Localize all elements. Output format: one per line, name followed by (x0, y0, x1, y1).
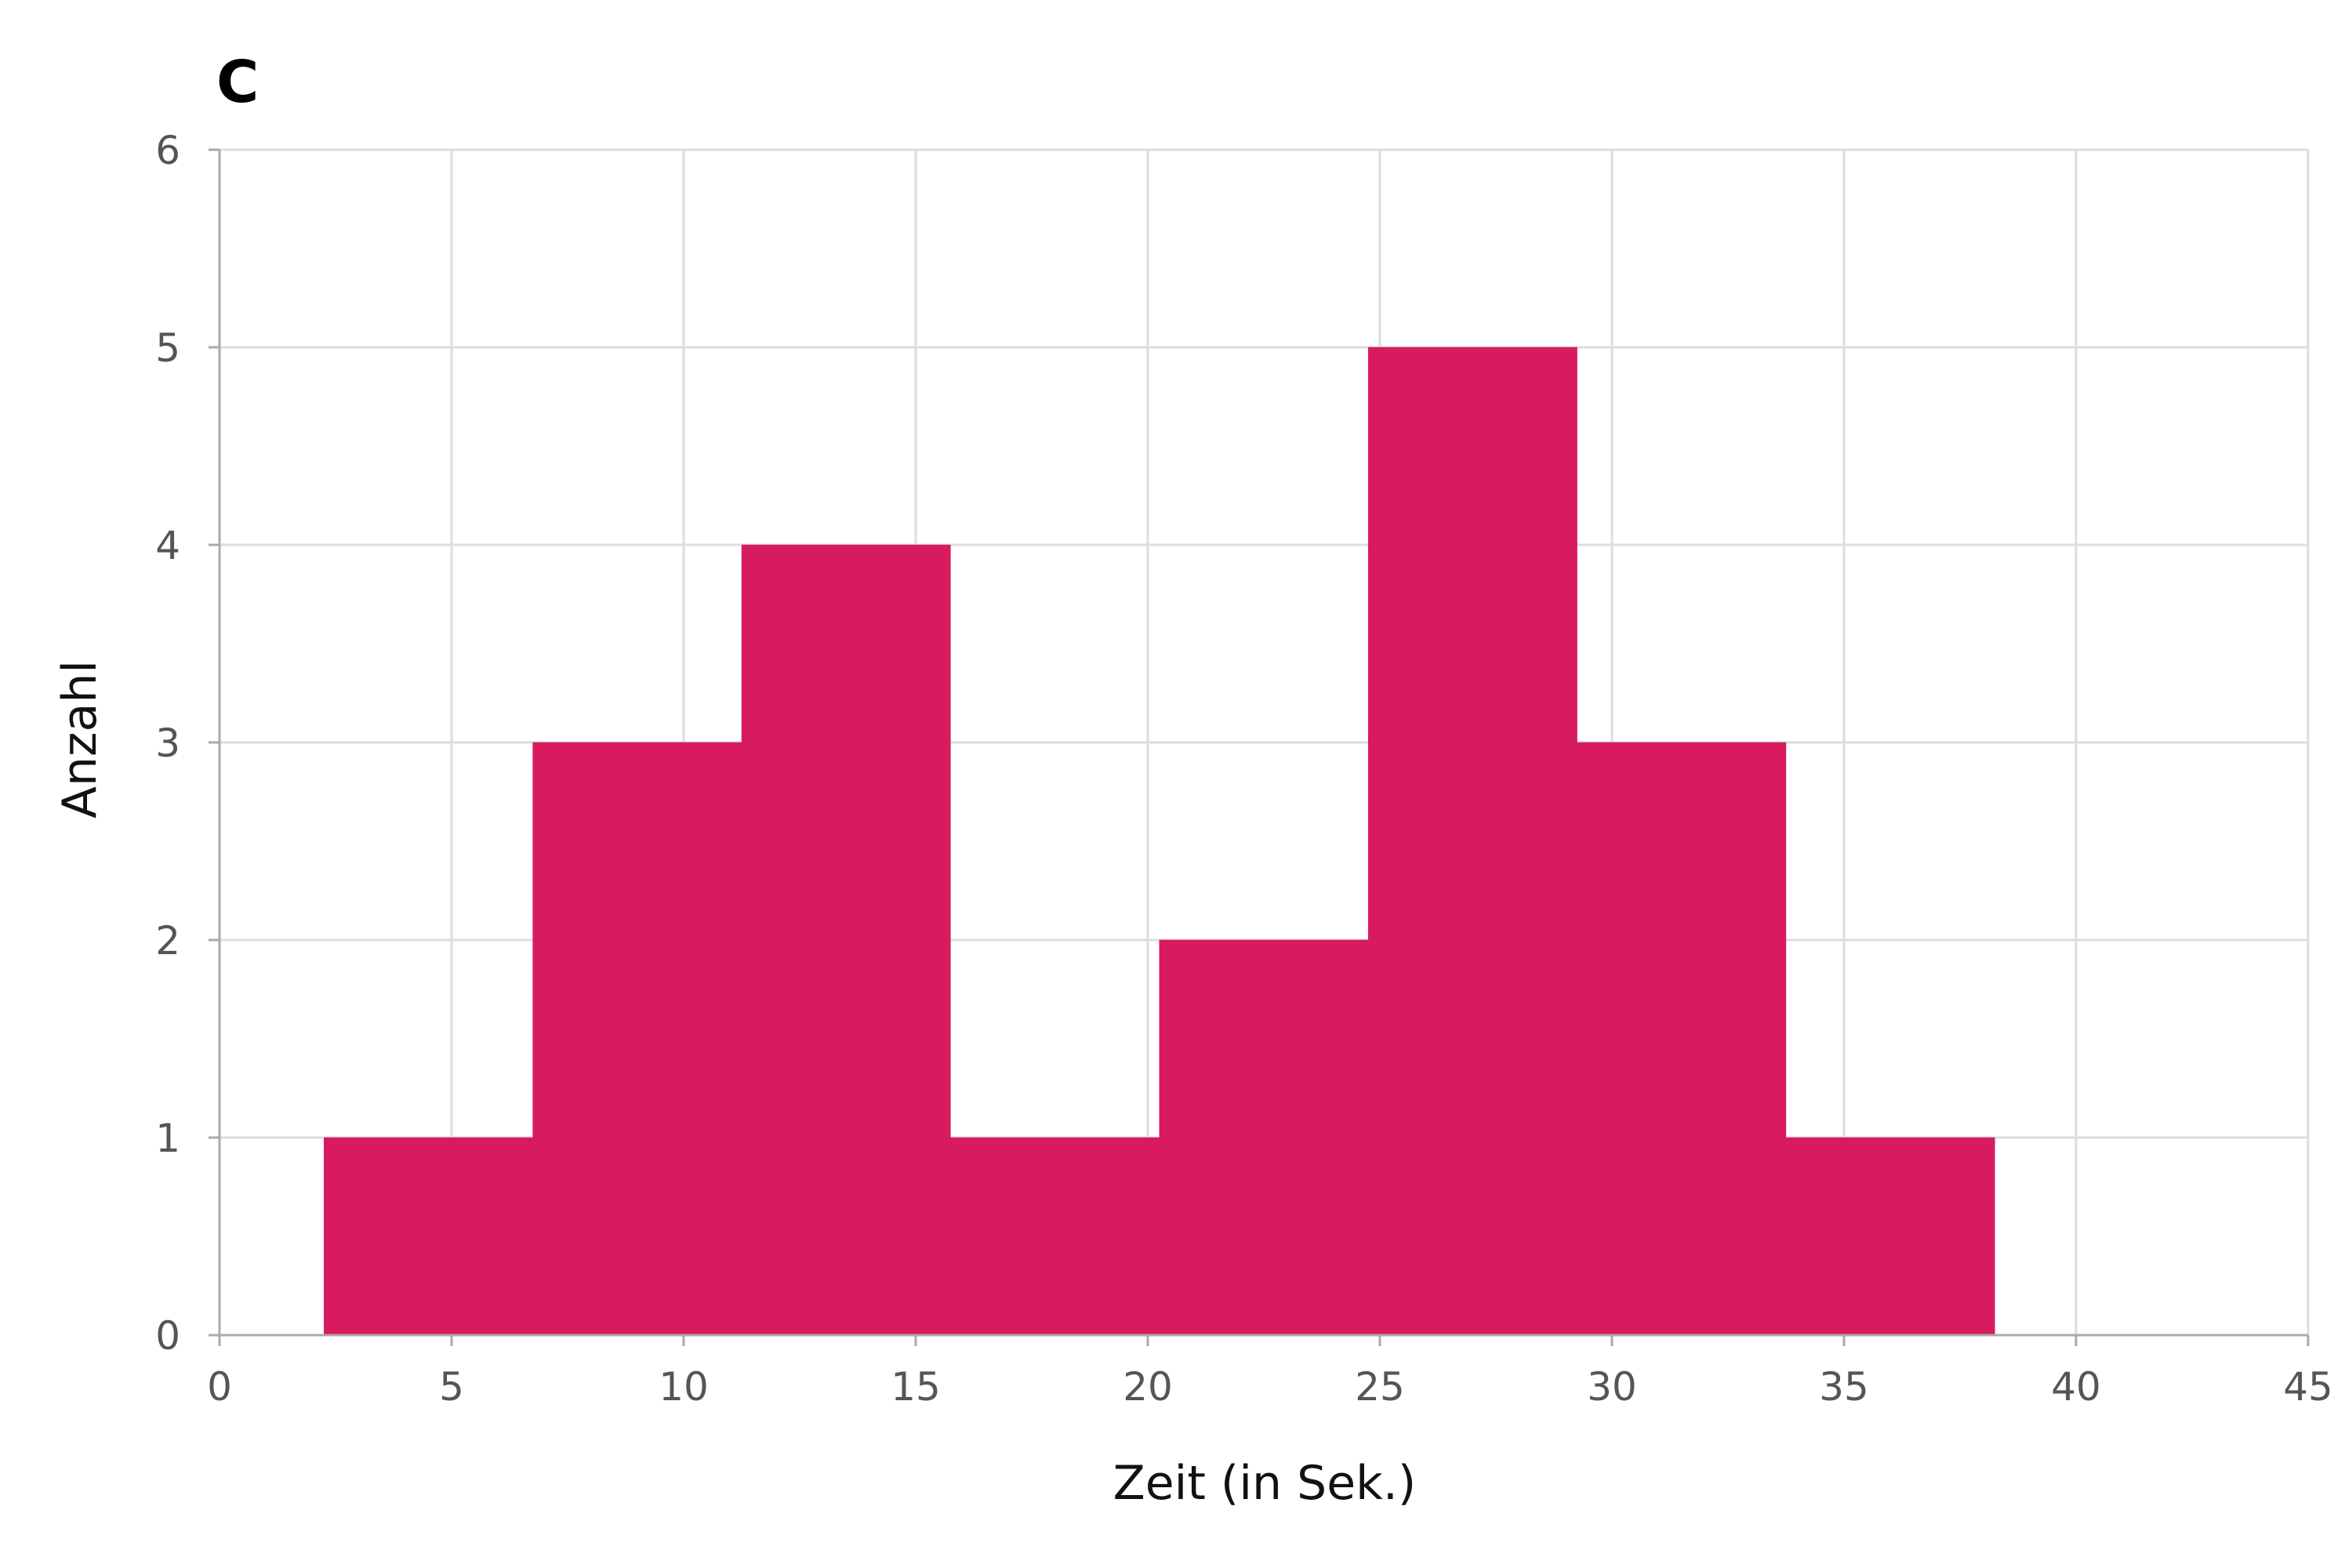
x-tick-label: 10 (659, 1364, 709, 1410)
histogram-bar (1367, 347, 1577, 1336)
histogram-bar (323, 1137, 533, 1336)
y-tick-label: 5 (155, 325, 180, 371)
y-tick-label: 2 (155, 918, 180, 964)
x-tick-label: 15 (891, 1364, 941, 1410)
x-tick-label: 30 (1587, 1364, 1637, 1410)
histogram-bar (1577, 742, 1787, 1336)
x-tick-label: 45 (2283, 1364, 2333, 1410)
x-tick-label: 35 (1819, 1364, 1869, 1410)
y-tick-label: 6 (155, 128, 180, 173)
y-tick-label: 1 (155, 1116, 180, 1161)
histogram-bar (532, 742, 742, 1336)
histogram-bar (1785, 1137, 1995, 1336)
histogram-bar (950, 1137, 1160, 1336)
y-tick-label: 0 (155, 1313, 180, 1359)
x-tick-label: 40 (2051, 1364, 2101, 1410)
x-axis-title: Zeit (in Sek.) (1113, 1456, 1417, 1511)
y-axis-title: Anzahl (53, 660, 107, 818)
x-tick-label: 25 (1355, 1364, 1405, 1410)
x-tick-label: 5 (439, 1364, 464, 1410)
y-tick-label: 3 (155, 720, 180, 766)
x-tick-label: 0 (207, 1364, 232, 1410)
bar-layer (323, 347, 1995, 1336)
panel-label: C (216, 49, 259, 116)
histogram-bar (741, 544, 951, 1336)
x-tick-label: 20 (1123, 1364, 1173, 1410)
histogram-bar (1159, 939, 1369, 1336)
y-tick-label: 4 (155, 523, 180, 568)
